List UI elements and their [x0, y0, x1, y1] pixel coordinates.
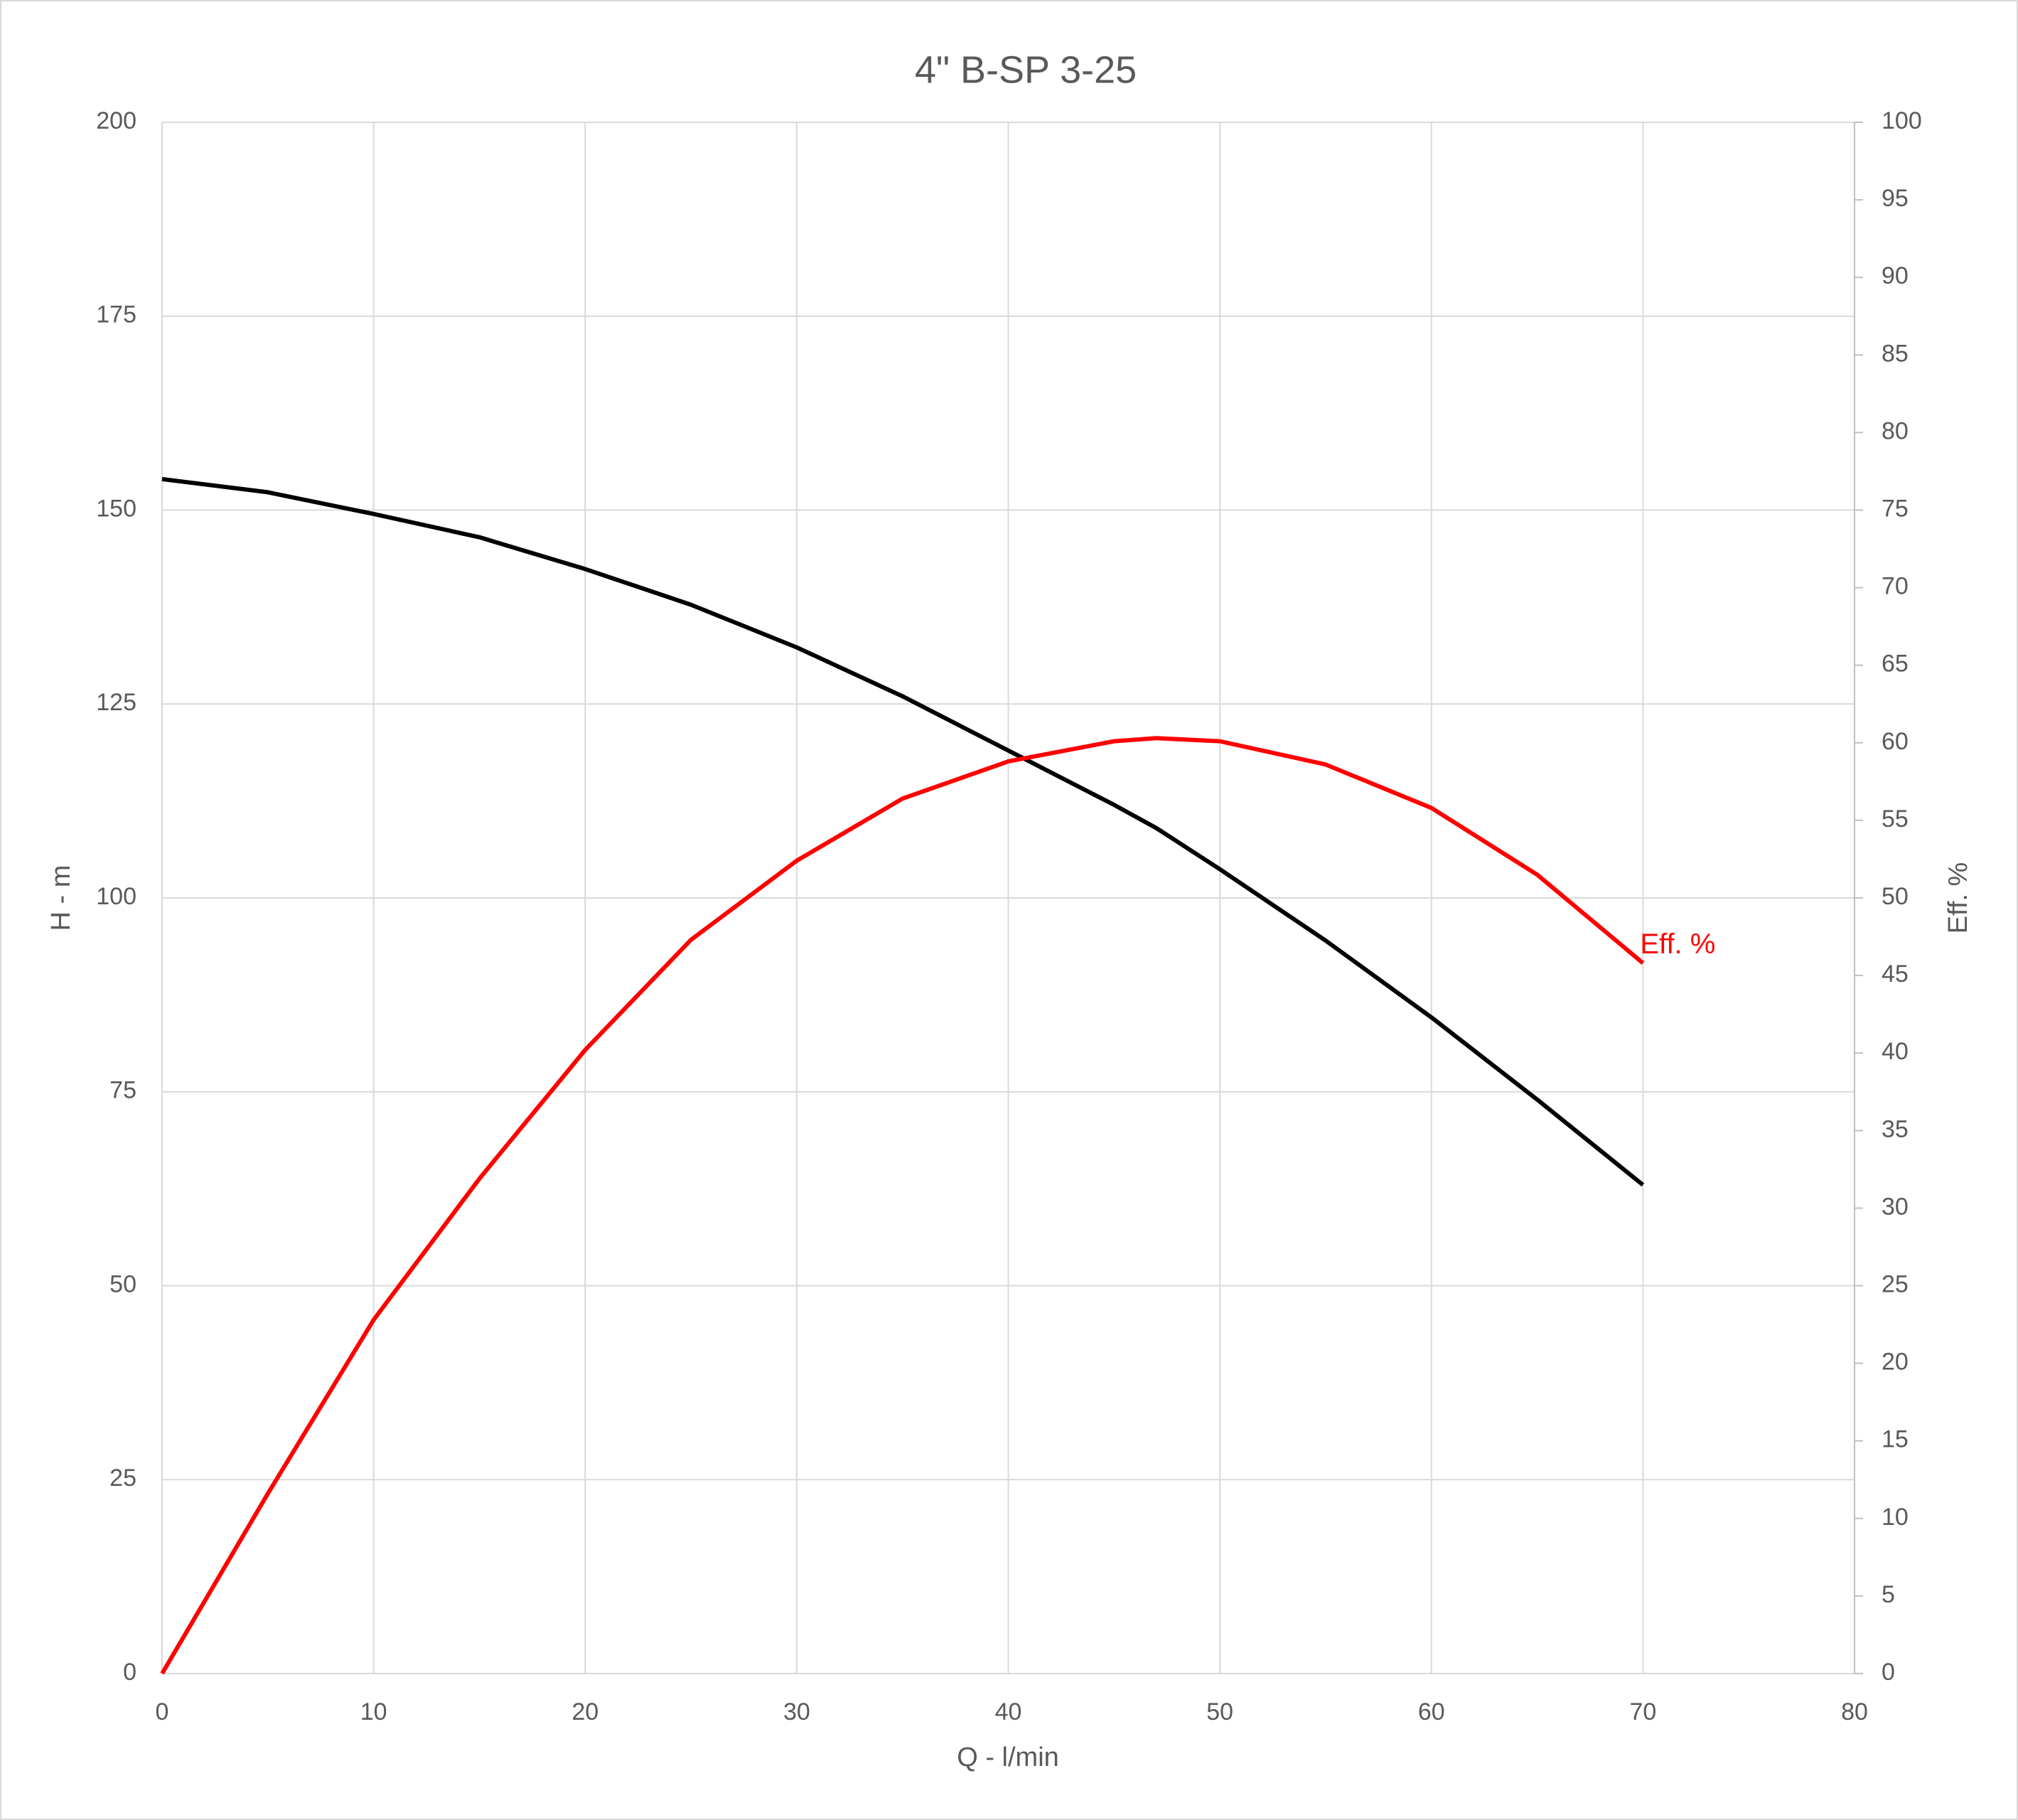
y-tick-label: 75	[109, 1077, 136, 1104]
y2-tick-label: 70	[1882, 573, 1909, 600]
x-tick-label: 30	[783, 1698, 810, 1725]
y2-tick-label: 55	[1882, 805, 1909, 833]
y2-tick-label: 15	[1882, 1426, 1909, 1453]
x-tick-label: 20	[571, 1698, 599, 1725]
x-tick-label: 60	[1418, 1698, 1445, 1725]
x-tick-label: 0	[156, 1698, 169, 1725]
y2-tick-label: 80	[1882, 417, 1909, 444]
y-tick-label: 100	[96, 883, 136, 910]
series-label: Eff. %	[1640, 928, 1715, 960]
y2-tick-label: 45	[1882, 960, 1909, 987]
y2-tick-label: 10	[1882, 1504, 1909, 1531]
y2-tick-label: 0	[1882, 1659, 1895, 1686]
x-tick-label: 80	[1841, 1698, 1868, 1725]
y2-tick-label: 100	[1882, 107, 1922, 134]
y2-tick-label: 40	[1882, 1038, 1909, 1065]
y-tick-label: 150	[96, 495, 136, 522]
y2-tick-label: 95	[1882, 185, 1909, 212]
y-axis-label: H - m	[46, 865, 76, 931]
y2-tick-label: 5	[1882, 1581, 1895, 1608]
y2-tick-label: 50	[1882, 883, 1909, 910]
chart-title: 4" B-SP 3-25	[915, 48, 1137, 91]
y2-tick-label: 75	[1882, 495, 1909, 522]
y2-tick-label: 35	[1882, 1115, 1909, 1142]
x-tick-label: 40	[995, 1698, 1022, 1725]
series-line	[160, 736, 1645, 1675]
y2-tick-label: 25	[1882, 1270, 1909, 1297]
y2-tick-label: 90	[1882, 262, 1909, 289]
x-tick-label: 50	[1206, 1698, 1233, 1725]
y2-tick-label: 85	[1882, 340, 1909, 367]
x-axis-label: Q - l/min	[957, 1743, 1059, 1772]
y-tick-label: 0	[123, 1659, 136, 1686]
x-tick-label: 10	[360, 1698, 387, 1725]
y2-tick-label: 20	[1882, 1349, 1909, 1376]
y2-axis-label: Eff. %	[1943, 862, 1973, 934]
y-tick-label: 25	[109, 1465, 136, 1492]
y-tick-label: 175	[96, 301, 136, 328]
y2-tick-label: 60	[1882, 728, 1909, 755]
x-tick-label: 70	[1629, 1698, 1656, 1725]
y2-tick-label: 65	[1882, 651, 1909, 678]
y-tick-label: 125	[96, 689, 136, 716]
y-tick-label: 50	[109, 1270, 136, 1297]
series-line	[161, 476, 1645, 1187]
y-tick-label: 200	[96, 107, 136, 134]
y2-tick-label: 30	[1882, 1193, 1909, 1220]
